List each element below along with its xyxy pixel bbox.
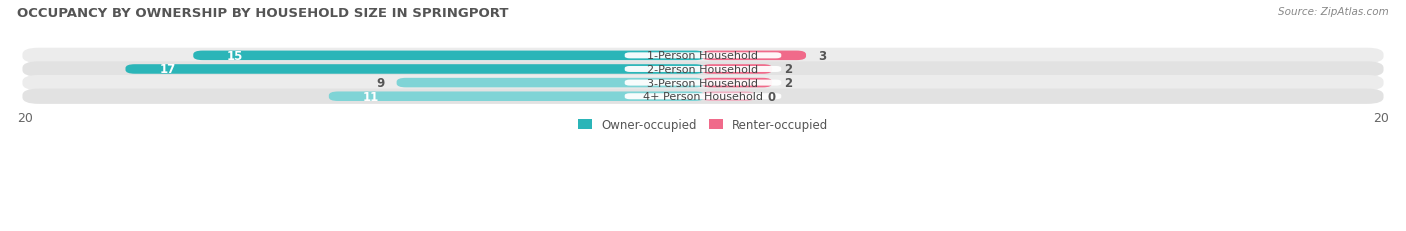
FancyBboxPatch shape: [329, 92, 704, 102]
FancyBboxPatch shape: [125, 65, 704, 74]
FancyBboxPatch shape: [702, 79, 772, 88]
FancyBboxPatch shape: [22, 89, 1384, 104]
FancyBboxPatch shape: [22, 62, 1384, 77]
FancyBboxPatch shape: [702, 92, 755, 102]
FancyBboxPatch shape: [624, 53, 782, 59]
Text: OCCUPANCY BY OWNERSHIP BY HOUSEHOLD SIZE IN SPRINGPORT: OCCUPANCY BY OWNERSHIP BY HOUSEHOLD SIZE…: [17, 7, 509, 20]
Text: 17: 17: [159, 63, 176, 76]
FancyBboxPatch shape: [702, 65, 772, 74]
Text: 2: 2: [785, 63, 793, 76]
Text: 15: 15: [228, 50, 243, 63]
Text: 3: 3: [818, 50, 827, 63]
FancyBboxPatch shape: [702, 51, 806, 61]
Text: 3-Person Household: 3-Person Household: [648, 78, 758, 88]
FancyBboxPatch shape: [22, 49, 1384, 64]
Text: 4+ Person Household: 4+ Person Household: [643, 92, 763, 102]
FancyBboxPatch shape: [22, 76, 1384, 91]
Legend: Owner-occupied, Renter-occupied: Owner-occupied, Renter-occupied: [578, 119, 828, 132]
FancyBboxPatch shape: [624, 80, 782, 86]
FancyBboxPatch shape: [193, 51, 704, 61]
Text: Source: ZipAtlas.com: Source: ZipAtlas.com: [1278, 7, 1389, 17]
Text: 11: 11: [363, 90, 380, 103]
Text: 2-Person Household: 2-Person Household: [647, 65, 759, 75]
Text: 1-Person Household: 1-Person Household: [648, 51, 758, 61]
Text: 9: 9: [377, 77, 384, 90]
FancyBboxPatch shape: [624, 94, 782, 100]
FancyBboxPatch shape: [624, 67, 782, 73]
FancyBboxPatch shape: [396, 79, 704, 88]
Text: 0: 0: [768, 90, 776, 103]
Text: 2: 2: [785, 77, 793, 90]
